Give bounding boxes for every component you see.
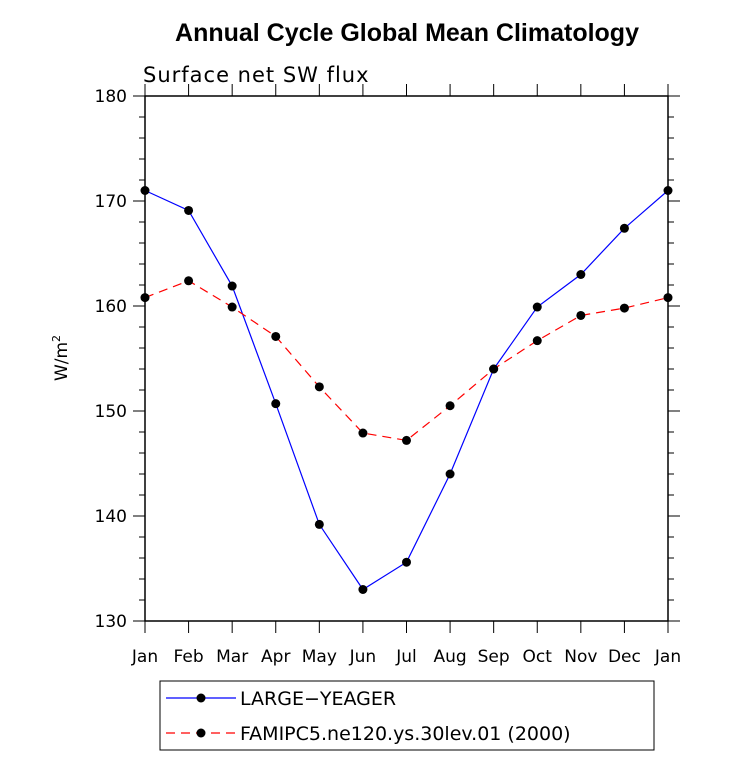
- y-tick-label: 180: [95, 87, 127, 107]
- axis-ticks: [133, 84, 680, 633]
- legend-box: [159, 680, 655, 751]
- x-tick-label: Nov: [564, 647, 597, 667]
- chart-subtitle: Surface net SW flux: [143, 63, 370, 87]
- legend-marker-1: [196, 728, 206, 738]
- series-0-point: [227, 281, 237, 291]
- series-1-point: [271, 331, 281, 341]
- x-tick-label: Apr: [261, 647, 290, 667]
- series-1-point: [489, 364, 499, 374]
- legend-marker-0: [196, 693, 206, 703]
- series-0-point: [402, 557, 411, 567]
- x-tick-label: Dec: [608, 647, 641, 667]
- series-layer: [140, 186, 673, 594]
- y-tick-label: 170: [95, 192, 127, 212]
- series-1-point: [576, 310, 586, 320]
- series-0-point: [184, 205, 194, 215]
- x-tick-label: Feb: [174, 647, 204, 667]
- x-tick-label: May: [302, 647, 337, 667]
- series-0-point: [532, 302, 542, 312]
- x-tick-label: Mar: [216, 647, 248, 667]
- series-0-point: [271, 399, 281, 409]
- x-tick-label: Oct: [523, 647, 553, 667]
- series-0-point: [619, 223, 629, 233]
- y-tick-label: 160: [95, 297, 127, 317]
- chart-title: Annual Cycle Global Mean Climatology: [175, 19, 639, 47]
- series-0-point: [576, 270, 586, 279]
- series-1-point: [619, 303, 629, 313]
- x-tick-label: Jul: [395, 647, 417, 667]
- y-tick-labels: 130 140 150 160 170 180: [95, 87, 127, 632]
- x-tick-label: Sep: [478, 647, 510, 667]
- y-axis-label-text: W/m: [52, 342, 72, 381]
- y-tick-label: 140: [95, 507, 127, 527]
- series-1-point: [532, 336, 542, 346]
- legend: LARGE−YEAGER FAMIPC5.ne120.ys.30lev.01 (2…: [159, 680, 655, 751]
- series-1-point: [314, 382, 324, 392]
- series-0-point: [445, 469, 455, 479]
- series-1-point: [358, 428, 368, 438]
- legend-label-0: LARGE−YEAGER: [240, 688, 396, 710]
- series-1-point: [402, 435, 411, 445]
- series-1-point: [445, 401, 455, 411]
- x-tick-label: Jun: [349, 647, 377, 667]
- x-tick-label: Aug: [433, 647, 466, 667]
- series-line-1: [144, 280, 669, 442]
- plot-frame: [144, 95, 669, 622]
- series-0-point: [358, 585, 368, 594]
- x-tick-labels: Jan Feb Mar Apr May Jun Jul Aug Sep Oct Nov Dec Jan: [131, 647, 681, 667]
- series-1-point: [184, 276, 194, 286]
- series-0-point: [314, 519, 324, 529]
- series-line-0: [144, 189, 669, 591]
- y-axis-label: W/m2: [50, 335, 72, 381]
- series-1-point: [227, 302, 237, 312]
- y-tick-label: 130: [95, 612, 127, 632]
- legend-label-1: FAMIPC5.ne120.ys.30lev.01 (2000): [240, 723, 571, 745]
- y-axis-label-superscript: 2: [50, 335, 63, 342]
- x-tick-label: Jan: [131, 647, 158, 667]
- y-tick-label: 150: [95, 402, 127, 422]
- x-tick-label: Jan: [654, 647, 681, 667]
